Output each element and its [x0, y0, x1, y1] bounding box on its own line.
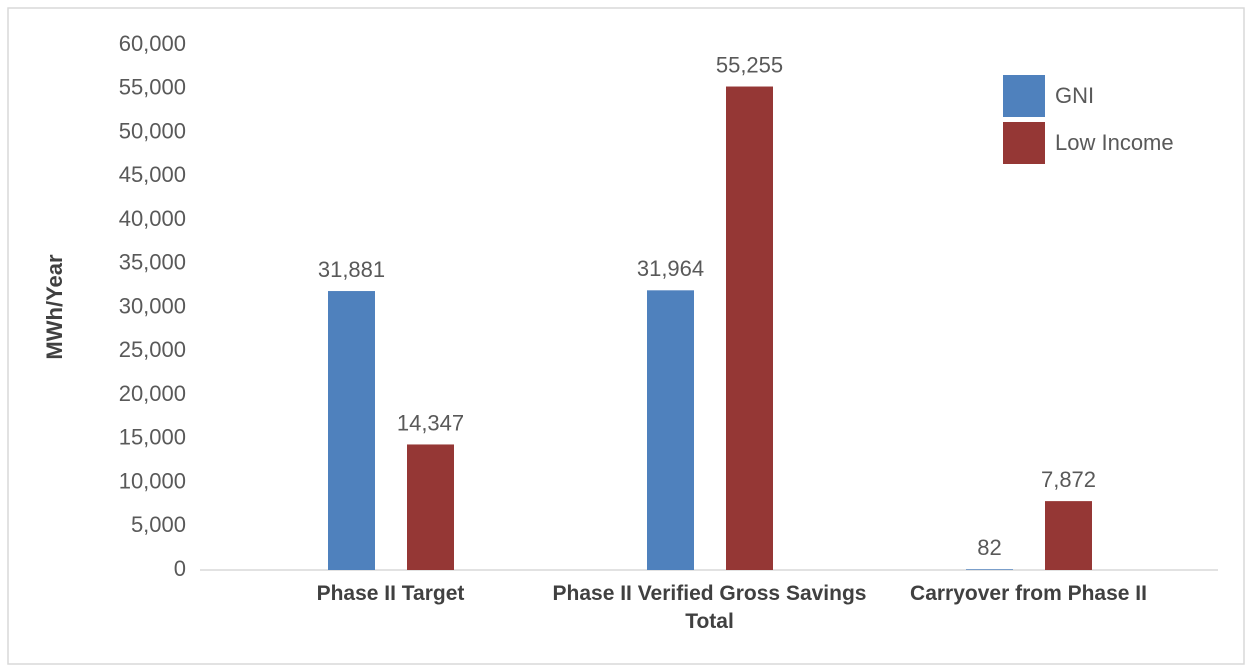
y-tick-label: 40,000	[119, 206, 186, 231]
y-tick-label: 25,000	[119, 337, 186, 362]
legend-label: GNI	[1055, 83, 1094, 108]
bar	[647, 290, 694, 570]
x-tick-label: Carryover from Phase II	[910, 582, 1147, 605]
y-tick-label: 5,000	[131, 512, 186, 537]
bar	[1045, 501, 1092, 570]
data-label: 31,964	[637, 256, 704, 281]
data-label: 82	[977, 535, 1001, 560]
y-tick-label: 0	[174, 556, 186, 581]
bar	[966, 569, 1013, 570]
y-tick-label: 35,000	[119, 250, 186, 275]
data-label: 14,347	[397, 410, 464, 435]
legend-swatch	[1003, 75, 1045, 117]
data-label: 55,255	[716, 52, 783, 77]
y-tick-label: 45,000	[119, 162, 186, 187]
x-tick-label: Phase II Verified Gross Savings Total	[552, 582, 867, 633]
data-label: 7,872	[1041, 467, 1096, 492]
bar	[407, 444, 454, 570]
y-tick-label: 55,000	[119, 75, 186, 100]
y-axis-label: MWh/Year	[42, 254, 67, 360]
bar	[726, 86, 773, 571]
y-tick-label: 60,000	[119, 31, 186, 56]
y-tick-label: 20,000	[119, 381, 186, 406]
data-label: 31,881	[318, 257, 385, 282]
y-tick-label: 50,000	[119, 118, 186, 143]
legend-swatch	[1003, 122, 1045, 164]
y-tick-label: 30,000	[119, 293, 186, 318]
legend-label: Low Income	[1055, 130, 1174, 155]
x-tick-label: Phase II Target	[316, 582, 465, 605]
chart-border	[7, 7, 1245, 665]
bar	[328, 291, 375, 570]
y-tick-label: 10,000	[119, 468, 186, 493]
y-tick-label: 15,000	[119, 425, 186, 450]
